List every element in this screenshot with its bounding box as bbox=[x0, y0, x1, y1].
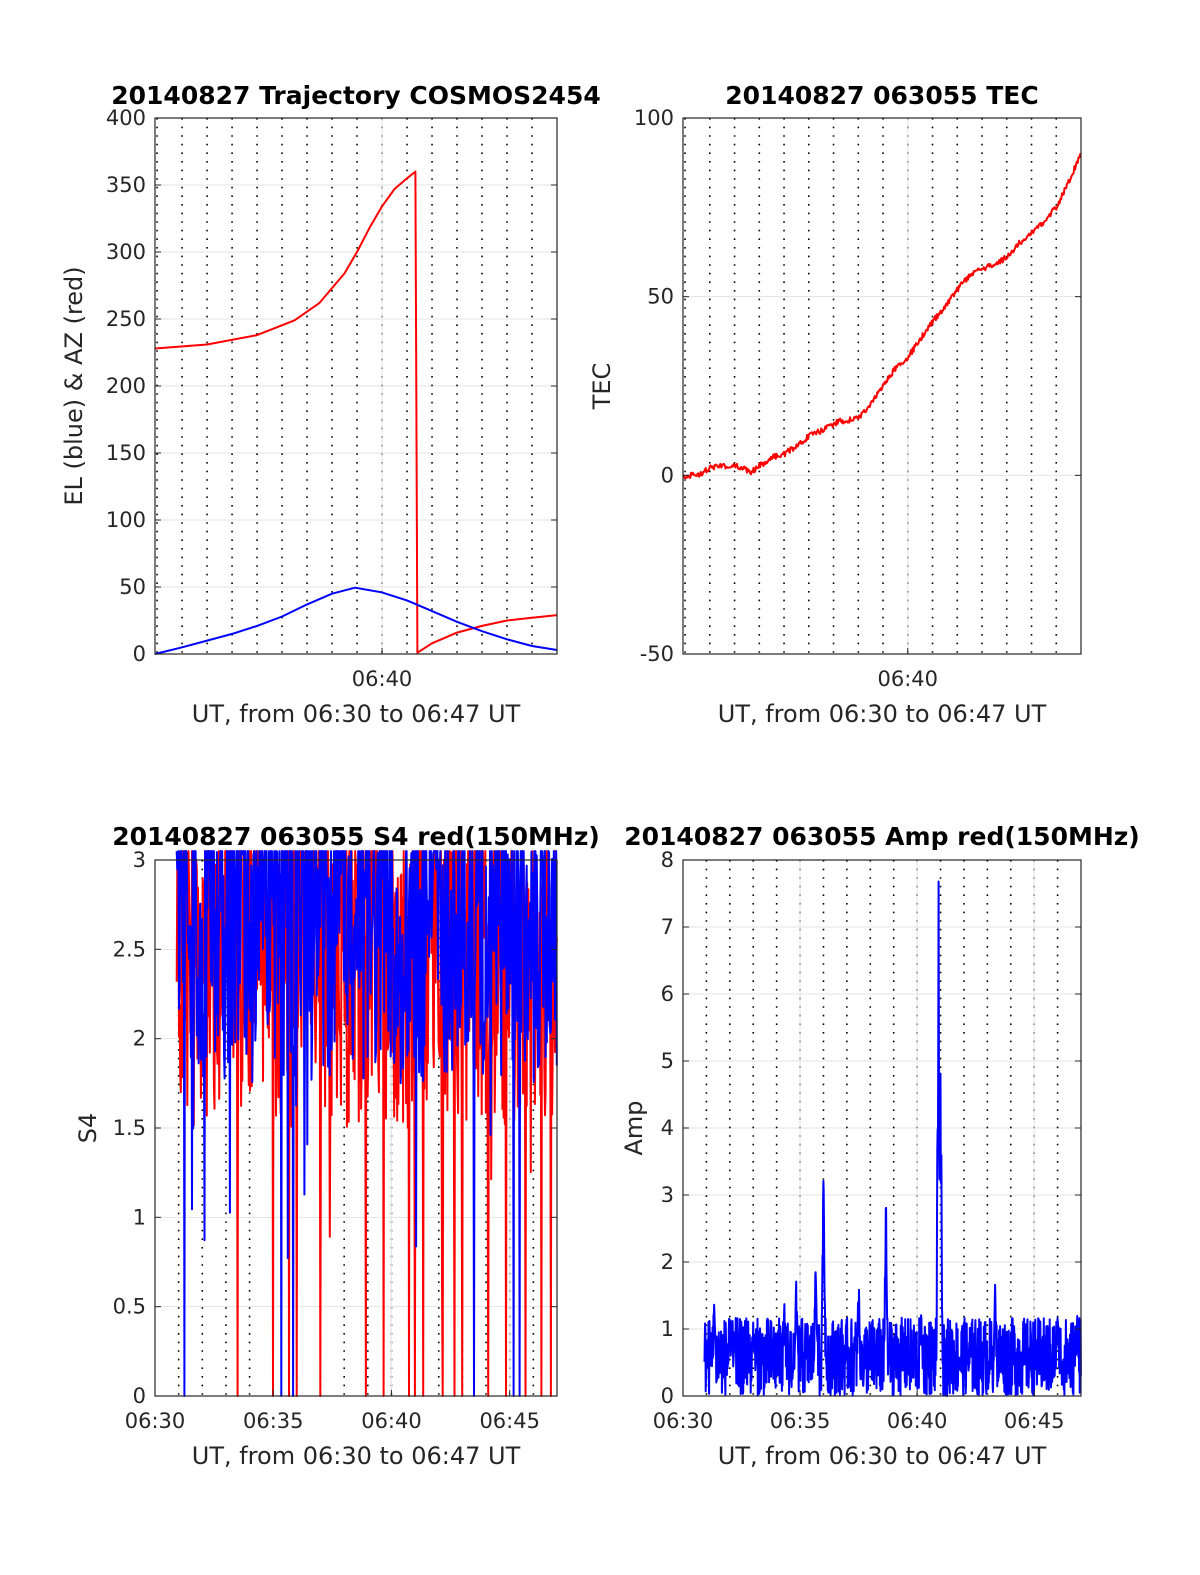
grid-amp bbox=[683, 859, 1081, 1397]
ylabel-tec: TEC bbox=[588, 363, 616, 411]
title-tec: 20140827 063055 TEC bbox=[725, 81, 1038, 110]
xtick-label-s4: 06:30 bbox=[125, 1409, 186, 1433]
xtick-label-amp: 06:45 bbox=[1004, 1409, 1065, 1433]
xtick-label-s4: 06:35 bbox=[243, 1409, 304, 1433]
plot-area-s4 bbox=[175, 850, 558, 1397]
panel-tec: 20140827 063055 TEC -50 0 50 100 06:40 UT, f… bbox=[588, 81, 1082, 728]
title-amp: 20140827 063055 Amp red(150MHz) bbox=[624, 822, 1140, 851]
ytick-label-trajectory: 300 bbox=[106, 240, 146, 264]
series-trajectory-blue bbox=[154, 586, 558, 655]
ytick-label-trajectory: 50 bbox=[119, 575, 146, 599]
ytick-label-tec: 100 bbox=[634, 106, 674, 130]
ytick-label-s4: 2 bbox=[133, 1027, 146, 1051]
ytick-label-tec: 0 bbox=[661, 463, 674, 487]
ylabel-amp: Amp bbox=[620, 1100, 648, 1155]
title-trajectory: 20140827 Trajectory COSMOS2454 bbox=[111, 81, 601, 110]
ytick-label-trajectory: 250 bbox=[106, 307, 146, 331]
xtick-label-tec: 06:40 bbox=[878, 667, 939, 691]
ytick-label-trajectory: 150 bbox=[106, 441, 146, 465]
ytick-label-tec: 50 bbox=[647, 285, 674, 309]
series-s4-blue bbox=[175, 850, 558, 1397]
series-amp-blue bbox=[703, 880, 1082, 1397]
xlabel-trajectory: UT, from 06:30 to 06:47 UT bbox=[192, 700, 521, 728]
xtick-label-s4: 06:45 bbox=[479, 1409, 540, 1433]
ytick-label-trajectory: 0 bbox=[133, 642, 146, 666]
ytick-label-s4: 1.5 bbox=[113, 1116, 146, 1140]
ytick-label-trajectory: 400 bbox=[106, 106, 146, 130]
ylabel-trajectory: EL (blue) & AZ (red) bbox=[60, 266, 88, 505]
ytick-label-trajectory: 350 bbox=[106, 173, 146, 197]
panel-s4: 20140827 063055 S4 red(150MHz) 0 0.5 1 1.5 2… bbox=[74, 822, 600, 1470]
grid-trajectory bbox=[155, 117, 557, 655]
ytick-label-s4: 1 bbox=[133, 1205, 146, 1229]
ticks-s4: 0 0.5 1 1.5 2 2.5 3 06:30 06:35 06:40 06:45 bbox=[113, 848, 557, 1433]
xlabel-tec: UT, from 06:30 to 06:47 UT bbox=[718, 700, 1047, 728]
ytick-label-amp: 1 bbox=[661, 1317, 674, 1341]
ytick-label-trajectory: 100 bbox=[106, 508, 146, 532]
ticks-tec: -50 0 50 100 06:40 bbox=[634, 106, 1081, 691]
plot-area-amp bbox=[703, 880, 1082, 1397]
plot-area-trajectory bbox=[154, 170, 558, 655]
ytick-label-amp: 4 bbox=[661, 1116, 674, 1140]
ytick-label-s4: 3 bbox=[133, 848, 146, 872]
series-tec-red bbox=[682, 152, 1082, 480]
ytick-label-amp: 2 bbox=[661, 1250, 674, 1274]
ytick-label-trajectory: 200 bbox=[106, 374, 146, 398]
xtick-label-trajectory: 06:40 bbox=[352, 667, 413, 691]
ytick-label-tec: -50 bbox=[640, 642, 674, 666]
plot-area-tec bbox=[682, 152, 1082, 480]
ticks-amp: 0 1 2 3 4 5 6 7 8 06:30 06:35 06:40 06:45 bbox=[653, 848, 1081, 1433]
ytick-label-s4: 0 bbox=[133, 1384, 146, 1408]
xtick-label-amp: 06:35 bbox=[770, 1409, 831, 1433]
series-trajectory-red bbox=[154, 170, 558, 654]
ytick-label-amp: 7 bbox=[661, 915, 674, 939]
ytick-label-amp: 6 bbox=[661, 982, 674, 1006]
ticks-trajectory: 0 50 100 150 200 250 300 350 400 06:40 bbox=[106, 106, 557, 691]
xtick-label-amp: 06:40 bbox=[887, 1409, 948, 1433]
ytick-label-s4: 0.5 bbox=[113, 1295, 146, 1319]
xlabel-s4: UT, from 06:30 to 06:47 UT bbox=[192, 1442, 521, 1470]
ylabel-s4: S4 bbox=[74, 1113, 102, 1144]
title-s4: 20140827 063055 S4 red(150MHz) bbox=[112, 822, 600, 851]
ytick-label-amp: 0 bbox=[661, 1384, 674, 1408]
xtick-label-s4: 06:40 bbox=[361, 1409, 422, 1433]
xlabel-amp: UT, from 06:30 to 06:47 UT bbox=[718, 1442, 1047, 1470]
panel-trajectory: 20140827 Trajectory COSMOS2454 0 50 100 150… bbox=[60, 81, 601, 728]
axes-frame-tec bbox=[682, 117, 1082, 655]
ytick-label-s4: 2.5 bbox=[113, 937, 146, 961]
ytick-label-amp: 5 bbox=[661, 1049, 674, 1073]
ytick-label-amp: 8 bbox=[661, 848, 674, 872]
xtick-label-amp: 06:30 bbox=[653, 1409, 714, 1433]
ytick-label-amp: 3 bbox=[661, 1183, 674, 1207]
panel-amp: 20140827 063055 Amp red(150MHz) 0 1 2 3 4 5 6 7… bbox=[620, 822, 1140, 1470]
